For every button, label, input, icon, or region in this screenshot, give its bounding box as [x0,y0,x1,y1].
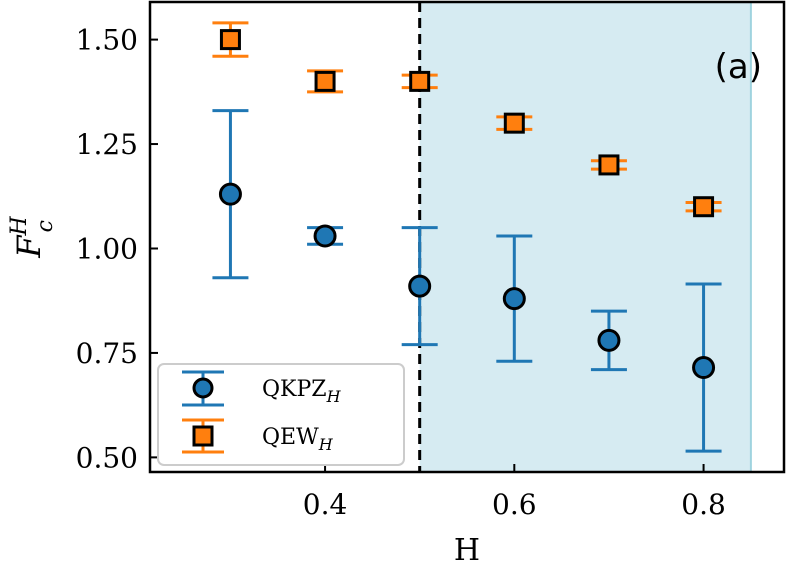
qew-marker [693,196,715,218]
qew-marker [219,29,241,51]
qew-marker [314,70,336,92]
qew-point [212,21,249,58]
plot-frame [148,0,786,474]
data-marks [212,21,722,453]
qkpz-marker [597,328,621,352]
x-axis-label: H [454,533,480,568]
qew-point [496,112,533,134]
qkpz-point [212,109,249,280]
axes: 0.4 0.6 0.8 0.50 0.75 1.00 1.25 1.50 [76,24,726,521]
shaded-region [419,2,751,472]
qew-point [685,196,722,218]
qew-point [307,69,344,94]
qew-marker [598,154,620,176]
qkpz-point [496,234,533,363]
qkpz-marker [502,287,526,311]
qkpz-marker [692,356,716,380]
qew-point [401,70,438,92]
qkpz-point [590,309,627,372]
y-axis-label: FHc [7,215,58,258]
qew-point [590,154,627,176]
legend-qew-marker [182,418,224,454]
qkpz-point [685,282,722,453]
legend-frame [157,363,405,466]
y-axis-label-sub: c [33,220,58,232]
y-axis-label-main: F [10,234,48,259]
qew-marker [409,70,431,92]
y-axis-label-sup: H [7,215,32,236]
y-tick-label: 1.00 [76,232,138,265]
qkpz-point [307,224,344,248]
qkpz-point [401,226,438,347]
svg-text:FHc: FHc [7,215,58,258]
qkpz-marker [313,224,337,248]
qew-marker [503,112,525,134]
x-tick-label: 0.8 [681,488,726,521]
y-tick-label: 1.25 [76,128,138,161]
y-tick-label: 0.75 [76,337,138,370]
y-tick-label: 1.50 [76,24,138,57]
x-tick-label: 0.6 [492,488,537,521]
legend-qkpz-marker [182,370,224,407]
qkpz-marker [408,274,432,298]
y-tick-label: 0.50 [76,441,138,474]
legend-qew-label: QEWH [262,425,334,454]
x-tick-label: 0.4 [303,488,348,521]
panel-label: (a) [715,47,762,87]
legend: QKPZH QEWH [157,363,405,466]
legend-qkpz-label: QKPZH [262,377,342,406]
qkpz-marker [218,182,242,206]
